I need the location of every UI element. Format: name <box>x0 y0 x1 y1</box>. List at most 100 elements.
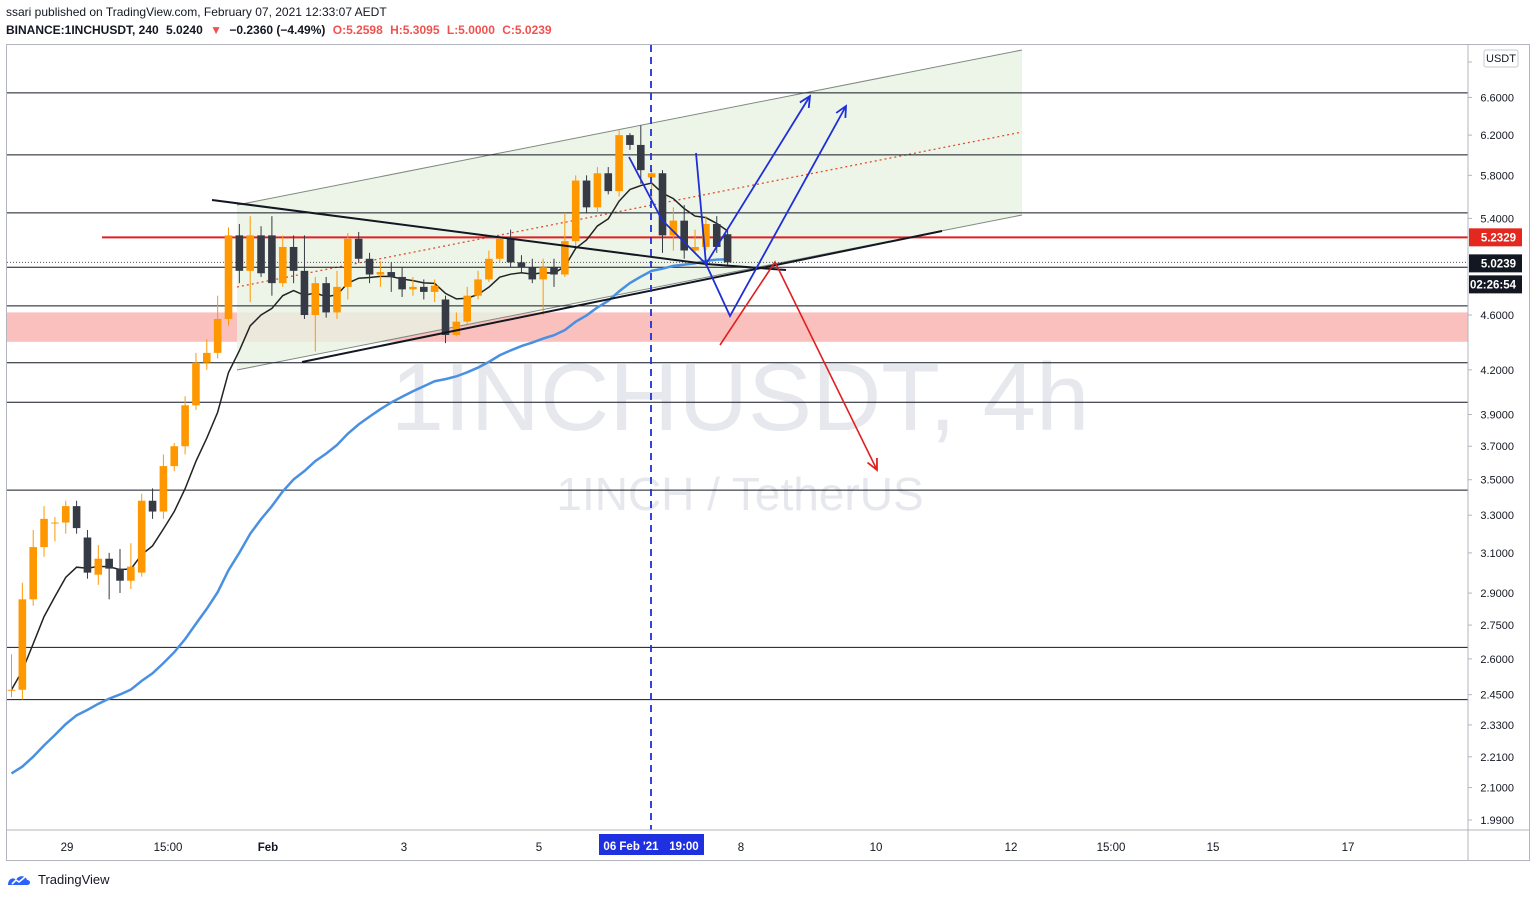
candle-body <box>430 285 439 292</box>
crosshair-date-bg <box>599 834 704 855</box>
candle-body <box>311 283 320 316</box>
y-tick-label: 3.7000 <box>1480 441 1514 453</box>
candle-body <box>354 238 363 259</box>
y-tick-label: 2.7500 <box>1480 620 1514 632</box>
candle-body <box>322 283 330 313</box>
x-tick-label: 10 <box>870 842 883 854</box>
candle-body <box>94 558 103 575</box>
y-tick-label: 2.6000 <box>1480 654 1514 666</box>
crosshair-time-label: 19:00 <box>669 841 698 853</box>
resistance-price-label-bg <box>1469 228 1522 247</box>
publisher-text: ssari published on TradingView.com, Febr… <box>6 5 387 19</box>
x-tick-label: 5 <box>536 842 542 854</box>
publisher-line: ssari published on TradingView.com, Febr… <box>6 5 387 19</box>
ema-long-line <box>10 257 728 775</box>
candle-body <box>680 220 688 251</box>
blue-retest-path <box>705 105 847 318</box>
candle-body <box>528 267 537 280</box>
candle-body <box>137 500 146 573</box>
chart-frame[interactable] <box>6 44 1530 861</box>
candle-body <box>116 568 124 581</box>
candle-body <box>376 272 385 275</box>
candle-body <box>29 547 37 600</box>
candle-body <box>637 144 645 171</box>
candle-body <box>51 522 59 524</box>
candles-group <box>7 125 732 700</box>
candle-body <box>561 241 569 275</box>
candle-body <box>452 321 461 336</box>
watermark-subtitle: 1INCH / TetherUS <box>556 468 923 520</box>
candle-body <box>278 246 287 284</box>
candle-body <box>235 235 244 271</box>
y-tick-label: 1.9900 <box>1480 815 1514 827</box>
candle-body <box>159 466 168 512</box>
ohlc-low: L:5.0000 <box>446 23 495 37</box>
x-tick-label: 12 <box>1005 842 1018 854</box>
tradingview-footer[interactable]: TradingView <box>6 872 110 887</box>
candle-body <box>7 689 16 691</box>
ohlc-close: C:5.0239 <box>502 23 552 37</box>
x-tick-label: 3 <box>401 842 407 854</box>
blue-drop-path <box>628 156 707 265</box>
candle-body <box>181 405 189 447</box>
x-tick-label: 15:00 <box>1097 842 1126 854</box>
candle-body <box>72 506 81 529</box>
candle-body <box>289 246 298 271</box>
channel-upper-line <box>236 49 1023 206</box>
candle-body <box>517 262 526 268</box>
x-tick-label: Feb <box>258 842 278 854</box>
candle-body <box>268 235 276 284</box>
candle-body <box>626 135 634 145</box>
candle-body <box>658 173 667 236</box>
x-tick-label: 15 <box>1207 842 1220 854</box>
candle-body <box>213 318 222 353</box>
candle-body <box>571 180 580 242</box>
down-arrow-icon: ▼ <box>210 23 222 37</box>
y-tick-label: 6.2000 <box>1480 130 1514 142</box>
candle-body <box>18 599 27 690</box>
blue-arrow-head <box>799 94 812 109</box>
candle-body <box>604 173 613 192</box>
countdown-label: 02:26:54 <box>1470 279 1517 291</box>
candle-body <box>398 276 406 290</box>
current-price-label-bg <box>1469 254 1522 273</box>
price-change: −0.2360 (−4.49%) <box>229 23 326 37</box>
candle-body <box>669 220 678 236</box>
red-arrow-head <box>867 457 878 472</box>
y-tick-label: 2.9000 <box>1480 588 1514 600</box>
currency-label: USDT <box>1486 53 1516 65</box>
candle-body <box>387 272 396 277</box>
x-tick-label: 8 <box>738 842 744 854</box>
tradingview-logo-icon <box>8 875 30 885</box>
candle-body <box>203 352 211 363</box>
y-tick-label: 2.4500 <box>1480 690 1514 702</box>
y-tick-label: 2.2100 <box>1480 752 1514 764</box>
candle-body <box>712 224 721 247</box>
candle-body <box>40 518 48 548</box>
candle-body <box>83 537 92 573</box>
candle-body <box>192 362 200 406</box>
blue-arrow-head <box>835 104 848 119</box>
candle-body <box>702 224 710 247</box>
last-price: 5.0240 <box>166 23 203 37</box>
ohlc-high: H:5.3095 <box>390 23 440 37</box>
symbol-text[interactable]: BINANCE:1INCHUSDT, 240 <box>6 23 159 37</box>
y-tick-label: 4.2000 <box>1480 365 1514 377</box>
x-tick-label: 15:00 <box>154 842 183 854</box>
y-tick-label: 2.3300 <box>1480 720 1514 732</box>
candle-body <box>593 173 602 208</box>
candle-body <box>506 238 515 263</box>
candle-body <box>420 286 428 292</box>
candle-body <box>246 235 254 271</box>
y-tick-label: 3.9000 <box>1480 410 1514 422</box>
resistance-price-label: 5.2329 <box>1481 232 1516 244</box>
channel-midline <box>236 131 1023 288</box>
x-tick-label: 29 <box>61 842 74 854</box>
y-tick-label: 5.4000 <box>1480 213 1514 225</box>
candle-body <box>539 267 547 280</box>
y-tick-label: 3.1000 <box>1480 548 1514 560</box>
candle-body <box>224 235 233 319</box>
currency-badge <box>1483 49 1519 68</box>
ohlc-open: O:5.2598 <box>332 23 383 37</box>
